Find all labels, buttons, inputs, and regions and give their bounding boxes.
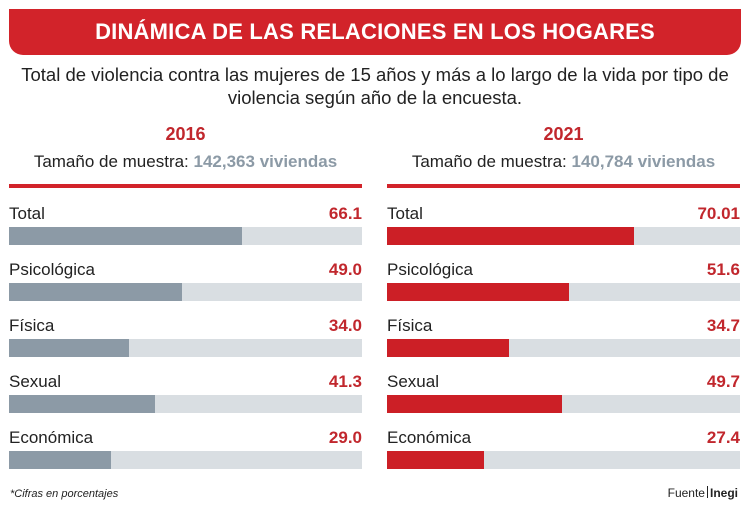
sample-label: Tamaño de muestra:	[411, 152, 567, 171]
title-banner: DINÁMICA DE LAS RELACIONES EN LOS HOGARE…	[9, 9, 741, 55]
bar	[9, 339, 130, 357]
footnote: *Cifras en porcentajes	[10, 488, 119, 500]
category-label: Física	[387, 316, 433, 335]
value-label: 41.3	[328, 372, 362, 391]
bar-row: Psicológica 49.0	[9, 260, 362, 316]
bar	[9, 395, 155, 413]
bar	[9, 283, 182, 301]
bar-track	[9, 339, 362, 357]
bar-track	[387, 227, 740, 245]
category-label: Psicológica	[387, 260, 473, 279]
value-label: 70.01	[697, 204, 740, 223]
chart-subtitle: Total de violencia contra las mujeres de…	[21, 64, 729, 108]
sample-value: 140,784 viviendas	[571, 152, 716, 171]
bar-row: Física 34.7	[387, 316, 740, 372]
source-separator	[706, 486, 708, 498]
bar-track	[387, 339, 740, 357]
value-label: 49.0	[328, 260, 362, 279]
bar-row: Sexual 49.7	[387, 372, 740, 428]
value-label: 34.0	[328, 316, 362, 335]
bar-row: Sexual 41.3	[9, 372, 362, 428]
source-label: Fuente	[667, 486, 705, 500]
bar-track	[9, 283, 362, 301]
panel-year: 2016	[165, 124, 206, 144]
source-credit: Fuente Inegi	[668, 486, 738, 500]
bar	[387, 395, 563, 413]
bar-row: Total 70.01	[387, 204, 740, 260]
bar	[9, 227, 243, 245]
bar-track	[9, 395, 362, 413]
category-label: Total	[9, 204, 45, 223]
bar-track	[387, 395, 740, 413]
value-label: 34.7	[706, 316, 740, 335]
category-label: Física	[9, 316, 55, 335]
value-label: 29.0	[328, 428, 362, 447]
sample-size: Tamaño de muestra: 140,784 viviendas	[387, 152, 740, 172]
bar-row: Económica 29.0	[9, 428, 362, 484]
panel-2021: 2021 Tamaño de muestra: 140,784 vivienda…	[387, 124, 740, 474]
category-label: Económica	[9, 428, 94, 447]
category-label: Económica	[387, 428, 472, 447]
value-label: 49.7	[706, 372, 740, 391]
panel-2016: 2016 Tamaño de muestra: 142,363 vivienda…	[9, 124, 362, 474]
source-name: Inegi	[709, 486, 738, 500]
bar-track	[9, 227, 362, 245]
panel-year: 2021	[543, 124, 584, 144]
value-label: 66.1	[328, 204, 362, 223]
category-label: Psicológica	[9, 260, 95, 279]
bar-track	[9, 451, 362, 469]
bar-row: Económica 27.4	[387, 428, 740, 484]
category-label: Total	[387, 204, 423, 223]
bar	[9, 451, 112, 469]
panel-divider	[9, 184, 362, 188]
bar	[387, 227, 635, 245]
chart-title: DINÁMICA DE LAS RELACIONES EN LOS HOGARE…	[95, 19, 655, 44]
sample-size: Tamaño de muestra: 142,363 viviendas	[9, 152, 362, 172]
bar-row: Física 34.0	[9, 316, 362, 372]
value-label: 51.6	[706, 260, 740, 279]
bar-row: Psicológica 51.6	[387, 260, 740, 316]
value-label: 27.4	[706, 428, 740, 447]
sample-label: Tamaño de muestra:	[33, 152, 189, 171]
bar-track	[387, 451, 740, 469]
bar	[387, 283, 570, 301]
bar-row: Total 66.1	[9, 204, 362, 260]
panel-divider	[387, 184, 740, 188]
sample-value: 142,363 viviendas	[193, 152, 338, 171]
category-label: Sexual	[387, 372, 439, 391]
bar	[387, 339, 510, 357]
bar-track	[387, 283, 740, 301]
bar	[387, 451, 484, 469]
category-label: Sexual	[9, 372, 61, 391]
